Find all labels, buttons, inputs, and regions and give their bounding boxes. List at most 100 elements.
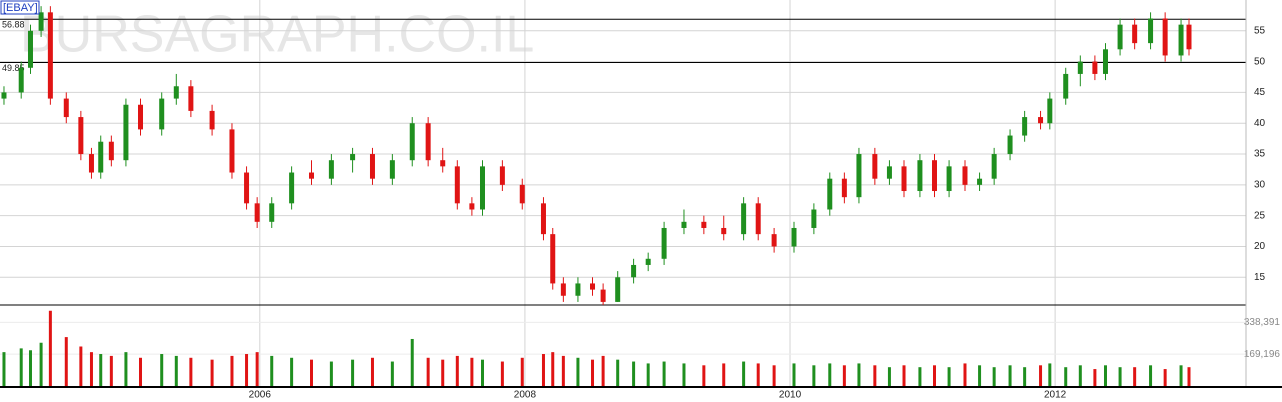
y-tick-label: 15 (1254, 272, 1266, 283)
y-tick-label: 20 (1254, 241, 1266, 252)
candle-body (1132, 24, 1138, 44)
volume-bar (28, 350, 32, 386)
volume-bar (978, 365, 982, 386)
candle-body (269, 203, 275, 222)
y-tick-label: 35 (1254, 149, 1266, 160)
volume-bar (255, 352, 259, 386)
candle-body (159, 98, 165, 130)
candle-body (791, 227, 797, 247)
volume-bar (174, 355, 178, 386)
volume-bar (918, 367, 922, 386)
candle-body (209, 110, 215, 130)
volume-bar (857, 363, 861, 386)
volume-bar (245, 354, 249, 386)
y-tick-label: 55 (1254, 25, 1266, 36)
volume-bar (370, 357, 374, 386)
candle-body (886, 166, 892, 179)
candle-body (841, 178, 847, 198)
volume-bar (873, 365, 877, 386)
volume-bar (470, 357, 474, 386)
volume-bar (1008, 365, 1012, 386)
volume-bar (772, 365, 776, 386)
candle-body (962, 166, 968, 185)
x-tick-label: 2010 (779, 390, 802, 401)
candle-body (901, 166, 907, 192)
volume-bar (351, 359, 355, 386)
y-tick-label: 45 (1254, 87, 1266, 98)
title-box (0, 0, 40, 15)
candle-body (328, 160, 334, 179)
volume-tick-label: 338,391 (1244, 317, 1281, 328)
volume-bar (902, 365, 906, 386)
volume-bar (124, 352, 128, 386)
candle-body (631, 264, 637, 278)
candle-body (1186, 24, 1192, 50)
volume-bar (722, 363, 726, 386)
candle-body (479, 166, 485, 210)
candle-body (1077, 61, 1083, 74)
volume-bar (480, 359, 484, 386)
volume-bar (561, 355, 565, 386)
volume-bar (812, 365, 816, 386)
volume-bar (99, 354, 103, 386)
candle-body (309, 172, 314, 179)
candle-body (811, 209, 817, 228)
candle-body (1162, 18, 1168, 56)
candle-body (1102, 49, 1108, 74)
volume-bar (64, 337, 68, 386)
volume-bar (601, 355, 605, 386)
volume-bar (591, 359, 595, 386)
candle-body (173, 86, 179, 99)
volume-bar (1064, 367, 1068, 386)
volume-bar (329, 361, 333, 386)
candle-body (741, 203, 747, 235)
candle-body (78, 117, 84, 155)
candle-body (932, 160, 937, 192)
volume-bar (1039, 365, 1043, 386)
candle-body (701, 221, 707, 228)
volume-bar (89, 352, 93, 386)
volume-bar (210, 359, 214, 386)
y-tick-label: 30 (1254, 179, 1266, 190)
y-tick-label: 40 (1254, 118, 1266, 129)
candle-body (1038, 117, 1044, 124)
volume-bar (2, 352, 6, 386)
candle-body (827, 178, 833, 210)
candle-body (108, 141, 114, 161)
candle-body (425, 123, 431, 161)
candle-body (661, 227, 667, 259)
volume-bar (1118, 367, 1122, 386)
volume-bar (1149, 365, 1153, 386)
candle-body (856, 154, 862, 198)
volume-bar (992, 367, 996, 386)
reference-label: 49.85 (2, 63, 25, 73)
volume-bar (662, 361, 666, 386)
volume-bar (576, 357, 580, 386)
candle-body (27, 30, 33, 68)
volume-bar (1023, 367, 1027, 386)
candle-body (575, 283, 581, 296)
volume-bar (742, 361, 746, 386)
volume-bar (963, 363, 967, 386)
volume-tick-label: 169,196 (1244, 349, 1281, 360)
candle-body (755, 203, 761, 235)
candle-body (991, 154, 997, 179)
volume-bar (616, 359, 620, 386)
candle-body (1007, 135, 1013, 155)
volume-bar (1078, 365, 1082, 386)
candle-body (1148, 18, 1154, 44)
candle-body (721, 227, 727, 235)
x-tick-label: 2006 (249, 390, 272, 401)
volume-bar (541, 354, 545, 386)
volume-bar (441, 359, 445, 386)
volume-bar (410, 338, 414, 386)
candle-body (138, 104, 144, 130)
candle-body (389, 160, 395, 179)
candle-body (771, 234, 777, 247)
volume-bar (702, 365, 706, 386)
volume-bar (426, 357, 430, 386)
volume-bar (1093, 369, 1097, 386)
candle-body (1063, 73, 1069, 99)
candle-body (1178, 24, 1184, 56)
volume-bar (455, 355, 459, 386)
